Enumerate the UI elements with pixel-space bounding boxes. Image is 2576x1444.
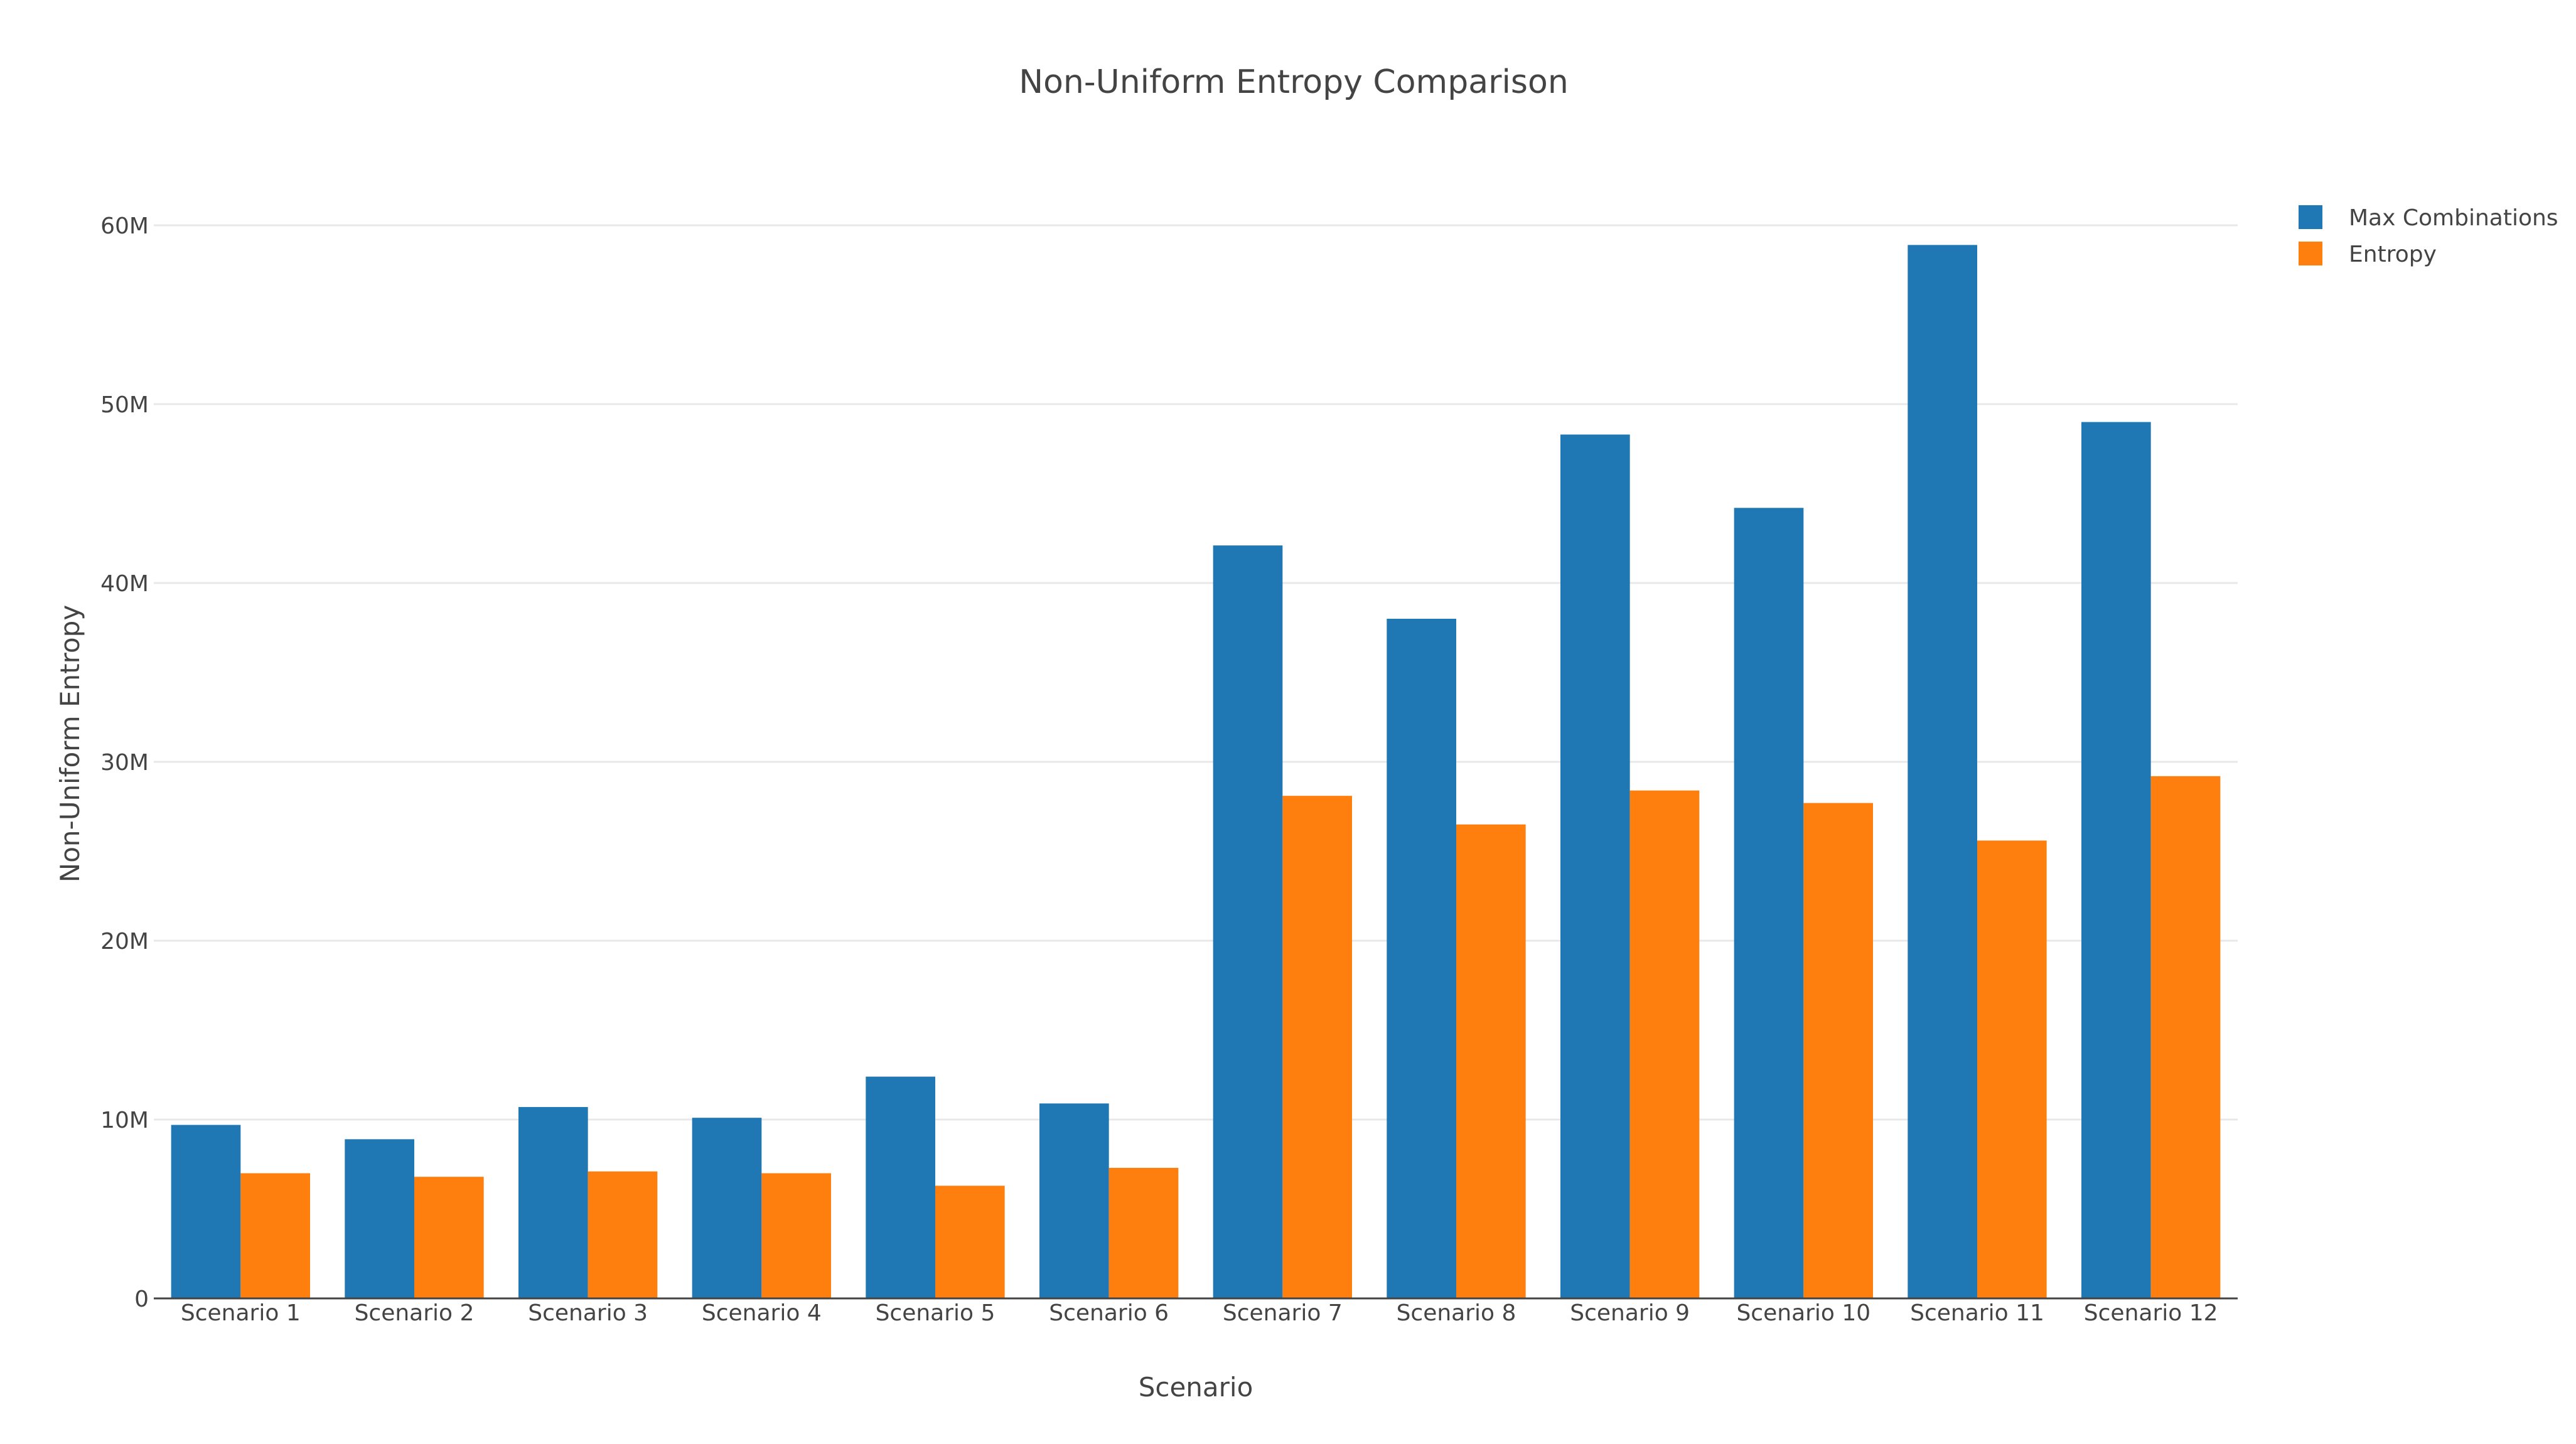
x-tick-label: Scenario 7 bbox=[1223, 1300, 1343, 1326]
bar-max-combinations[interactable] bbox=[1908, 245, 1977, 1299]
bar-entropy[interactable] bbox=[1108, 1167, 1179, 1298]
bar-max-combinations[interactable] bbox=[1039, 1103, 1109, 1298]
y-tick-label: 20M bbox=[100, 929, 149, 955]
bar-max-combinations[interactable] bbox=[1560, 434, 1630, 1299]
x-tick-label: Scenario 11 bbox=[1910, 1300, 2044, 1326]
legend-label[interactable]: Max Combinations bbox=[2349, 205, 2558, 231]
bar-entropy[interactable] bbox=[935, 1185, 1005, 1298]
y-tick-label: 10M bbox=[100, 1108, 149, 1133]
bar-max-combinations[interactable] bbox=[345, 1139, 414, 1298]
y-tick-label: 50M bbox=[100, 392, 149, 418]
x-tick-label: Scenario 8 bbox=[1397, 1300, 1516, 1326]
bar-max-combinations[interactable] bbox=[866, 1076, 935, 1298]
bar-max-combinations[interactable] bbox=[1213, 545, 1283, 1298]
bar-entropy[interactable] bbox=[1803, 803, 1873, 1298]
bar-max-combinations[interactable] bbox=[518, 1107, 588, 1298]
bar-entropy[interactable] bbox=[1977, 840, 2047, 1298]
x-tick-label: Scenario 3 bbox=[528, 1300, 648, 1326]
bar-entropy[interactable] bbox=[1456, 824, 1526, 1298]
x-tick-label: Scenario 4 bbox=[702, 1300, 822, 1326]
gridlines bbox=[154, 224, 2238, 1121]
bar-entropy[interactable] bbox=[1629, 790, 1700, 1298]
chart-title: Non-Uniform Entropy Comparison bbox=[1019, 63, 1569, 101]
x-tick-label: Scenario 10 bbox=[1736, 1300, 1870, 1326]
y-tick-label: 40M bbox=[100, 571, 149, 597]
bar-entropy[interactable] bbox=[761, 1173, 831, 1299]
bar-max-combinations[interactable] bbox=[692, 1118, 762, 1298]
bar-max-combinations[interactable] bbox=[1387, 619, 1456, 1298]
bar-entropy[interactable] bbox=[1282, 796, 1352, 1298]
bar-entropy[interactable] bbox=[2150, 776, 2221, 1298]
x-tick-label: Scenario 5 bbox=[876, 1300, 996, 1326]
legend-label[interactable]: Entropy bbox=[2349, 242, 2437, 267]
y-tick-label: 30M bbox=[100, 750, 149, 776]
bar-max-combinations[interactable] bbox=[1734, 508, 1804, 1298]
y-tick-label: 60M bbox=[100, 213, 149, 239]
x-tick-label: Scenario 1 bbox=[181, 1300, 301, 1326]
y-axis-title: Non-Uniform Entropy bbox=[55, 605, 85, 882]
bar-entropy[interactable] bbox=[414, 1177, 484, 1298]
x-tick-label: Scenario 2 bbox=[355, 1300, 475, 1326]
bars bbox=[171, 245, 2221, 1299]
x-axis-ticks: Scenario 1 Scenario 2 Scenario 3 Scenario 4… bbox=[181, 1300, 2218, 1326]
x-tick-label: Scenario 9 bbox=[1570, 1300, 1690, 1326]
x-tick-label: Scenario 12 bbox=[2084, 1300, 2218, 1326]
bar-max-combinations[interactable] bbox=[2081, 422, 2151, 1299]
y-axis-ticks: 0 10M 20M 30M 40M 50M 60M bbox=[100, 213, 149, 1312]
x-tick-label: Scenario 6 bbox=[1049, 1300, 1169, 1326]
legend-swatch[interactable] bbox=[2299, 242, 2322, 265]
legend-swatch[interactable] bbox=[2299, 205, 2322, 229]
y-tick-label: 0 bbox=[134, 1286, 149, 1312]
bar-entropy[interactable] bbox=[588, 1171, 658, 1298]
legend[interactable]: Max Combinations Entropy bbox=[2299, 205, 2558, 267]
x-axis-title: Scenario bbox=[1139, 1372, 1253, 1403]
bar-max-combinations[interactable] bbox=[171, 1125, 241, 1298]
bar-entropy[interactable] bbox=[240, 1173, 310, 1299]
